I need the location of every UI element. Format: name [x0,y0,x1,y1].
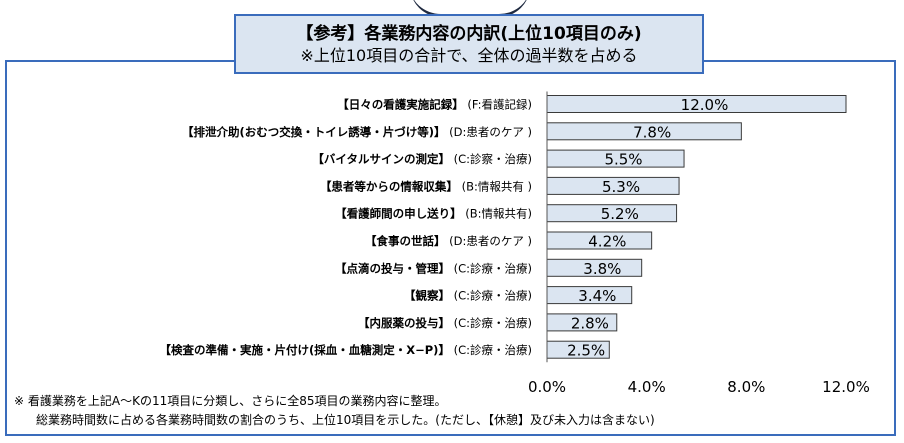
category-name: 【看護師間の申し送り】 [335,207,462,221]
data-label: 5.2% [601,205,639,223]
category-group: (D:患者のケア ) [445,234,532,248]
category-group: (C:診療・治療) [450,289,532,303]
category-label: 【検査の準備・実施・片付け(採血・血糖測定・X−P)】 (C:診療・治療) [160,343,533,357]
category-label: 【排泄介助(おむつ交換・トイレ誘導・片づけ等)】 (D:患者のケア ) [182,125,532,139]
category-group: (B:情報共有) [462,207,532,221]
data-label: 3.4% [578,287,616,305]
category-group: (C:診察・治療) [450,152,532,166]
category-group: (C:診療・治療) [450,343,532,357]
category-label: 【患者等からの情報収集】 (B:情報共有 ) [320,179,532,193]
x-tick-label: 8.0% [727,378,765,396]
category-name: 【内服薬の投与】 [358,316,450,330]
data-label: 12.0% [681,96,729,114]
category-group: (C:診療・治療) [450,261,532,275]
category-label: 【食事の世話】 (D:患者のケア ) [365,234,532,248]
category-name: 【点滴の投与・管理】 [335,261,450,275]
category-label: 【日々の看護実施記録】 (F:看護記録) [337,98,532,112]
category-name: 【食事の世話】 [365,234,446,248]
x-tick-label: 4.0% [628,378,666,396]
chart-header: 【参考】各業務内容の内訳(上位10項目のみ) ※上位10項目の合計で、全体の過半… [234,14,704,74]
data-label: 7.8% [633,123,671,141]
category-name: 【日々の看護実施記録】 [337,98,464,112]
data-label: 5.3% [602,178,640,196]
chart-title: 【参考】各業務内容の内訳(上位10項目のみ) [296,24,642,44]
category-label: 【バイタルサインの測定】 (C:診察・治療) [312,152,532,166]
category-label: 【観察】 (C:診療・治療) [404,289,532,303]
category-name: 【排泄介助(おむつ交換・トイレ誘導・片づけ等)】 [182,125,446,139]
footnote: ※ 看護業務を上記A〜Kの11項目に分類し、さらに全85項目の業務内容に整理。 … [14,392,655,430]
data-label: 5.5% [604,151,642,169]
x-tick-label: 0.0% [528,378,566,396]
category-group: (D:患者のケア ) [445,125,532,139]
category-label: 【内服薬の投与】 (C:診療・治療) [358,316,532,330]
x-tick-label: 12.0% [822,378,870,396]
category-group: (C:診療・治療) [450,316,532,330]
data-label: 3.8% [583,260,621,278]
category-name: 【観察】 [404,289,450,303]
category-name: 【バイタルサインの測定】 [312,152,450,166]
chart-frame [5,60,896,436]
category-label: 【点滴の投与・管理】 (C:診療・治療) [335,261,532,275]
footnote-line-2: 総業務時間数に占める各業務時間数の割合のうち、上位10項目を示した。(ただし、【… [36,413,655,427]
chart-subtitle: ※上位10項目の合計で、全体の過半数を占める [300,46,638,65]
category-name: 【患者等からの情報収集】 [320,179,458,193]
category-label: 【看護師間の申し送り】 (B:情報共有) [335,207,532,221]
footnote-line-1: ※ 看護業務を上記A〜Kの11項目に分類し、さらに全85項目の業務内容に整理。 [14,394,447,408]
category-group: (B:情報共有 ) [458,179,532,193]
data-label: 4.2% [588,233,626,251]
category-name: 【検査の準備・実施・片付け(採血・血糖測定・X−P)】 [160,343,450,357]
data-label: 2.5% [567,342,605,360]
category-group: (F:看護記録) [464,98,532,112]
data-label: 2.8% [571,314,609,332]
